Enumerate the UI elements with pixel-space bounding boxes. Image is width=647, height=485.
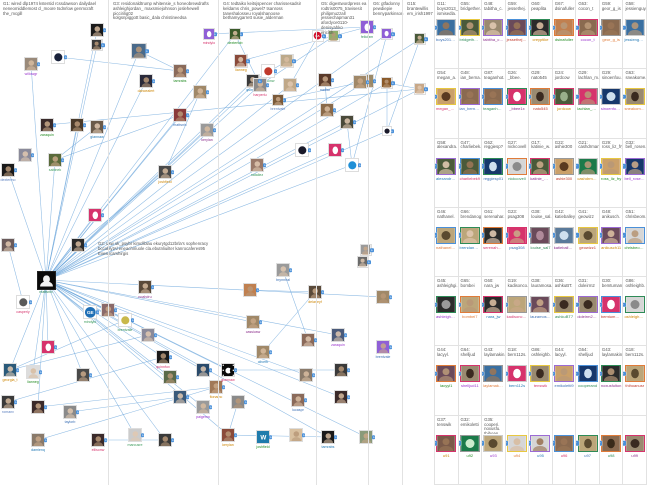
svg-text:W: W: [260, 434, 266, 441]
svg-text:GE: GE: [87, 310, 94, 316]
